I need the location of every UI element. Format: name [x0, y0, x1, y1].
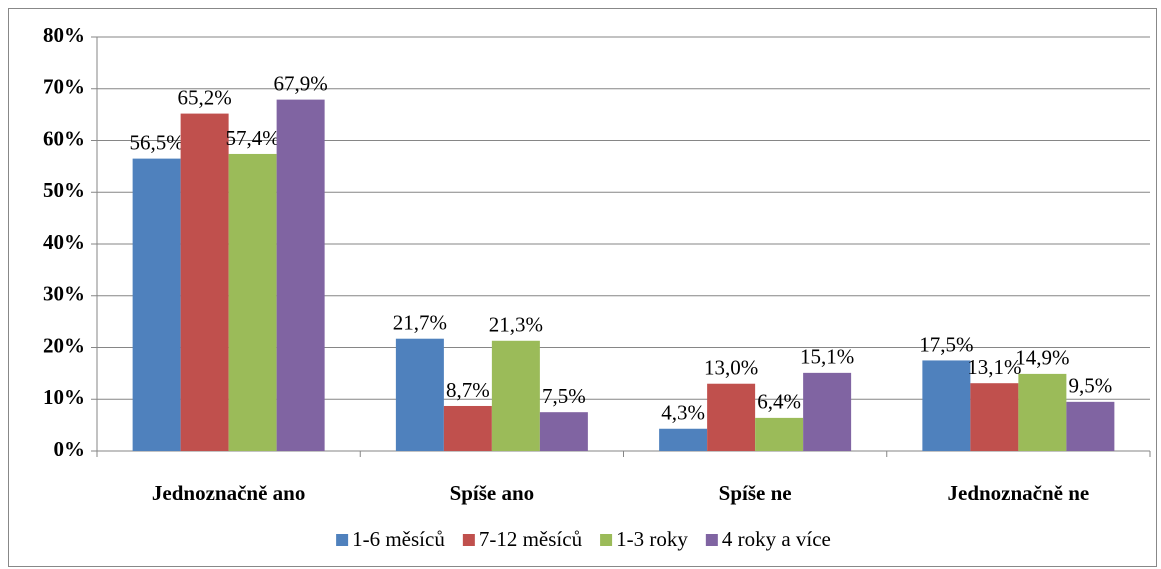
bar	[180, 113, 229, 451]
bar	[132, 158, 181, 452]
bar	[755, 417, 804, 451]
legend-swatch	[336, 534, 349, 546]
bar	[228, 153, 277, 451]
value-label: 9,5%	[1069, 374, 1113, 398]
legend-label: 7-12 měsíců	[479, 527, 583, 551]
y-tick-label: 70%	[43, 75, 85, 99]
bar	[659, 428, 708, 451]
value-label: 13,1%	[967, 355, 1021, 379]
x-tick-label: Jednoznačně ano	[152, 481, 305, 505]
value-label: 8,7%	[446, 378, 490, 402]
chart-frame	[8, 8, 1157, 567]
legend-label: 4 roky a více	[722, 527, 831, 551]
bar	[707, 383, 756, 451]
y-tick-label: 30%	[43, 282, 85, 306]
y-tick-label: 20%	[43, 333, 85, 357]
value-label: 56,5%	[130, 130, 184, 154]
bar	[803, 372, 852, 451]
value-label: 13,0%	[704, 356, 758, 380]
value-label: 21,3%	[489, 313, 543, 337]
value-label: 14,9%	[1015, 346, 1069, 370]
x-tick-label: Spíše ne	[719, 481, 792, 505]
legend-swatch	[600, 534, 613, 546]
y-tick-label: 10%	[43, 385, 85, 409]
bar	[276, 99, 325, 452]
y-tick-label: 40%	[43, 230, 85, 254]
legend-swatch	[462, 534, 475, 546]
bar	[491, 340, 540, 451]
bar	[443, 405, 492, 451]
bar	[1018, 373, 1067, 451]
legend-label: 1-3 roky	[616, 527, 688, 551]
y-tick-label: 50%	[43, 178, 85, 202]
legend-label: 1-6 měsíců	[352, 527, 445, 551]
y-tick-label: 60%	[43, 126, 85, 150]
bar	[539, 412, 588, 451]
value-label: 17,5%	[919, 332, 973, 356]
legend-swatch	[705, 534, 718, 546]
value-label: 4,3%	[661, 401, 705, 425]
y-tick-label: 80%	[43, 23, 85, 47]
value-label: 6,4%	[757, 390, 801, 414]
value-label: 15,1%	[800, 345, 854, 369]
bar	[395, 338, 444, 451]
value-label: 7,5%	[542, 384, 586, 408]
bar	[970, 383, 1019, 451]
x-tick-label: Jednoznačně ne	[948, 481, 1090, 505]
bar	[1066, 401, 1115, 451]
value-label: 21,7%	[393, 311, 447, 335]
value-label: 67,9%	[274, 71, 328, 95]
y-tick-label: 0%	[54, 437, 86, 461]
x-tick-label: Spíše ano	[450, 481, 535, 505]
bar	[922, 360, 971, 451]
value-label: 57,4%	[226, 126, 280, 150]
value-label: 65,2%	[178, 85, 232, 109]
